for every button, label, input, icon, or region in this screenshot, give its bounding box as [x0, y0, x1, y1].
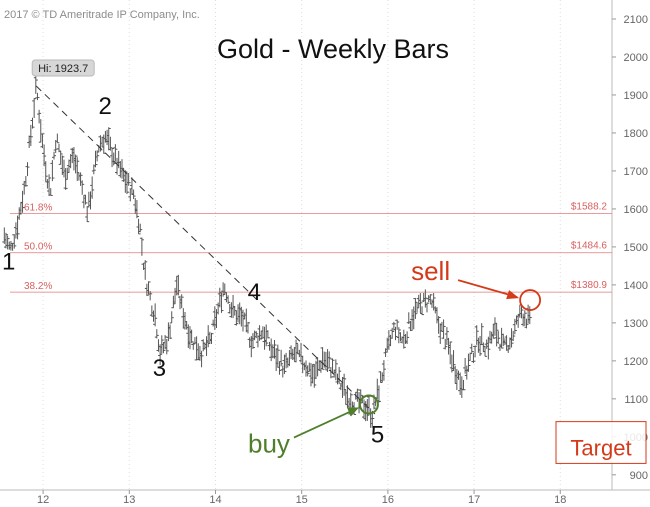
sell-arrow-head: [506, 290, 520, 300]
y-tick-label: 1100: [624, 394, 648, 406]
sell-circle: [519, 289, 542, 311]
chart-title: Gold - Weekly Bars: [217, 34, 449, 64]
y-tick-label: 1400: [624, 280, 648, 292]
price-bars: [2, 72, 532, 428]
y-tick-label: 1600: [624, 204, 648, 216]
y-tick-label: 1200: [624, 356, 648, 368]
buy-arrow-head: [346, 407, 359, 417]
trendline: [35, 85, 376, 415]
y-axis-ticks: 9001000110012001300140015001600170018001…: [612, 14, 648, 482]
wave-label: 4: [248, 279, 261, 306]
x-tick-label: 14: [209, 494, 221, 506]
y-tick-label: 900: [630, 470, 648, 482]
target-label: Target: [570, 435, 631, 460]
sell-label: sell: [411, 256, 450, 286]
wave-label: 3: [153, 355, 166, 382]
annotations-layer: Hi: 1923.7 sell buy Target: [31, 59, 647, 464]
fib-percent-label: 61.8%: [24, 202, 52, 213]
fib-price-label: $1484.6: [571, 241, 608, 252]
x-tick-label: 13: [123, 494, 135, 506]
grid-layer: [42, 0, 561, 490]
wave-label: 5: [371, 422, 384, 449]
x-tick-label: 16: [382, 494, 394, 506]
x-tick-label: 18: [554, 494, 566, 506]
x-axis-ticks: 12 13 14 15 16 17 18: [37, 490, 566, 506]
target-box: [555, 421, 647, 464]
x-tick-label: 15: [296, 494, 308, 506]
buy-arrow: [293, 407, 358, 439]
buy-label: buy: [248, 429, 290, 459]
wave-labels: 1 2 3 4 5: [2, 93, 384, 449]
y-tick-label: 1800: [624, 128, 648, 140]
high-label: Hi: 1923.7: [38, 63, 88, 75]
fib-price-label: $1588.2: [571, 201, 608, 212]
y-tick-label: 1700: [624, 166, 648, 178]
wave-label: 1: [2, 249, 15, 276]
y-tick-label: 2100: [624, 14, 648, 26]
wave-label: 2: [98, 93, 111, 120]
fib-price-label: $1380.9: [571, 280, 608, 291]
y-tick-label: 1300: [624, 318, 648, 330]
trendline-layer: [35, 85, 376, 415]
x-tick-label: 12: [37, 494, 49, 506]
x-tick-label: 17: [468, 494, 480, 506]
y-tick-label: 1900: [624, 90, 648, 102]
copyright-text: 2017 © TD Ameritrade IP Company, Inc.: [4, 9, 200, 21]
sell-arrow: [457, 279, 518, 298]
y-tick-label: 2000: [624, 52, 648, 64]
high-label-box: [31, 59, 95, 77]
fib-percent-label: 50.0%: [24, 242, 52, 253]
fib-percent-label: 38.2%: [24, 281, 52, 292]
buy-circle: [358, 394, 379, 415]
y-tick-label: 1500: [624, 242, 648, 254]
